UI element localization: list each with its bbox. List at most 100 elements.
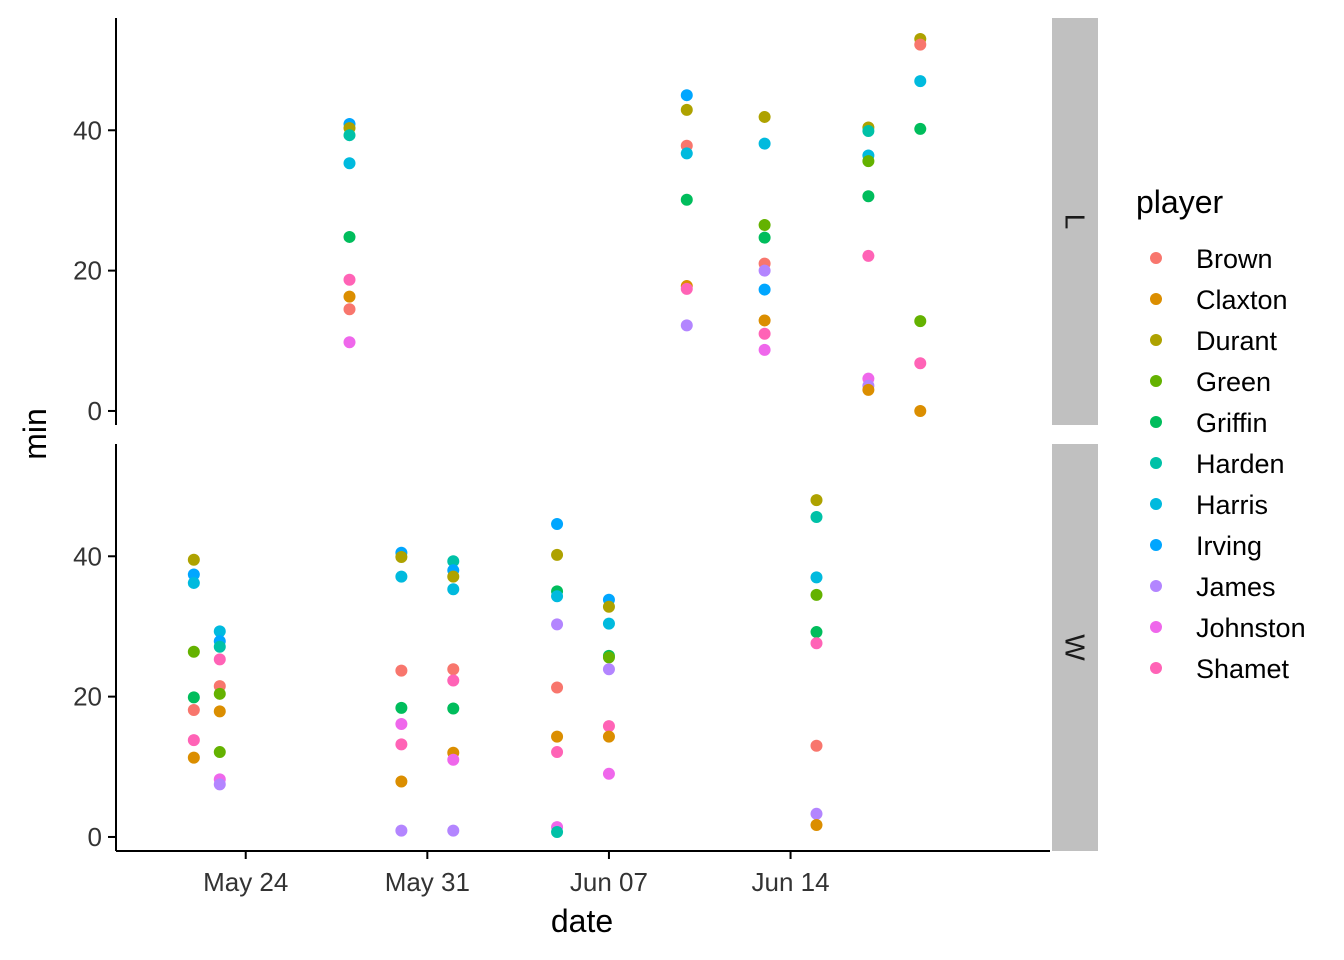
data-point-irving — [187, 568, 200, 581]
legend-item-johnston: Johnston — [1150, 613, 1306, 643]
data-point-claxton — [758, 314, 771, 327]
data-point-james — [680, 319, 693, 332]
legend-key — [1150, 539, 1162, 551]
data-point-harris — [187, 576, 200, 589]
data-point-claxton — [914, 404, 927, 417]
legend-item-claxton: Claxton — [1150, 285, 1288, 315]
legend-item-harris: Harris — [1150, 490, 1268, 520]
x-tick-label: May 31 — [385, 867, 470, 897]
legend-title: player — [1136, 184, 1224, 220]
data-point-shamet — [343, 273, 356, 286]
data-point-claxton — [395, 775, 408, 788]
data-point-johnston — [602, 767, 615, 780]
y-tick-label: 20 — [73, 682, 102, 712]
data-point-green — [758, 219, 771, 232]
data-point-claxton — [343, 290, 356, 303]
legend-item-brown: Brown — [1150, 244, 1273, 274]
data-point-irving — [758, 283, 771, 296]
data-point-green — [213, 687, 226, 700]
facet-strip — [1052, 18, 1098, 425]
data-point-griffin — [680, 193, 693, 206]
data-point-brown — [914, 38, 927, 51]
data-point-harden — [447, 555, 460, 568]
legend-label: Green — [1196, 367, 1271, 397]
y-tick-label: 20 — [73, 256, 102, 286]
data-point-shamet — [914, 357, 927, 370]
panel-L: 0 20 40 L — [73, 18, 1098, 426]
data-point-harris — [447, 583, 460, 596]
data-point-green — [914, 315, 927, 328]
legend: Brown Claxton Durant Green Griffin Harden Harr… — [1150, 244, 1306, 684]
data-point-griffin — [862, 190, 875, 203]
x-tick-label: Jun 14 — [752, 867, 830, 897]
legend-label: Durant — [1196, 326, 1278, 356]
data-point-shamet — [862, 249, 875, 262]
data-point-durant — [810, 494, 823, 507]
legend-key — [1150, 457, 1162, 469]
legend-key — [1150, 252, 1162, 264]
data-point-claxton — [862, 383, 875, 396]
legend-label: Irving — [1196, 531, 1262, 561]
data-point-harden — [213, 640, 226, 653]
y-tick-label: 40 — [73, 541, 102, 571]
legend-label: Shamet — [1196, 654, 1290, 684]
legend-key — [1150, 416, 1162, 428]
data-point-james — [395, 824, 408, 837]
data-point-griffin — [758, 231, 771, 244]
legend-item-griffin: Griffin — [1150, 408, 1268, 438]
data-point-irving — [680, 89, 693, 102]
data-point-shamet — [187, 734, 200, 747]
data-point-shamet — [758, 327, 771, 340]
data-point-griffin — [810, 626, 823, 639]
data-point-james — [447, 824, 460, 837]
data-point-harris — [680, 147, 693, 160]
data-point-shamet — [213, 653, 226, 666]
legend-item-durant: Durant — [1150, 326, 1278, 356]
legend-item-green: Green — [1150, 367, 1271, 397]
data-point-durant — [395, 550, 408, 563]
legend-item-irving: Irving — [1150, 531, 1262, 561]
legend-key — [1150, 375, 1162, 387]
data-point-durant — [758, 110, 771, 123]
y-axis-title: min — [17, 408, 53, 460]
legend-key — [1150, 621, 1162, 633]
data-point-harris — [602, 617, 615, 630]
y-tick-label: 0 — [88, 396, 102, 426]
legend-item-harden: Harden — [1150, 449, 1285, 479]
data-point-griffin — [187, 691, 200, 704]
data-point-shamet — [395, 738, 408, 751]
data-point-shamet — [810, 637, 823, 650]
data-point-james — [213, 778, 226, 791]
data-point-shamet — [602, 720, 615, 733]
legend-label: Harden — [1196, 449, 1285, 479]
data-point-harris — [551, 590, 564, 603]
legend-item-james: James — [1150, 572, 1276, 602]
data-point-harden — [551, 826, 564, 839]
facet-strip — [1052, 444, 1098, 851]
data-point-johnston — [447, 753, 460, 766]
legend-label: James — [1196, 572, 1276, 602]
data-point-green — [602, 651, 615, 664]
panels-layer: 0 20 40 L 0 20 40 W — [73, 18, 1098, 852]
data-point-green — [213, 746, 226, 759]
data-point-james — [758, 264, 771, 277]
data-point-harris — [343, 157, 356, 170]
data-point-james — [602, 663, 615, 676]
data-point-griffin — [395, 701, 408, 714]
legend-label: Brown — [1196, 244, 1273, 274]
legend-item-shamet: Shamet — [1150, 654, 1290, 684]
data-point-claxton — [213, 705, 226, 718]
data-point-green — [810, 588, 823, 601]
data-point-johnston — [343, 336, 356, 349]
data-point-durant — [602, 600, 615, 613]
data-point-harris — [395, 570, 408, 583]
y-tick-label: 0 — [88, 822, 102, 852]
data-point-green — [187, 645, 200, 658]
legend-key — [1150, 334, 1162, 346]
data-point-james — [810, 807, 823, 820]
data-point-durant — [187, 553, 200, 566]
x-tick-label: May 24 — [203, 867, 288, 897]
legend-key — [1150, 498, 1162, 510]
data-point-griffin — [343, 230, 356, 243]
